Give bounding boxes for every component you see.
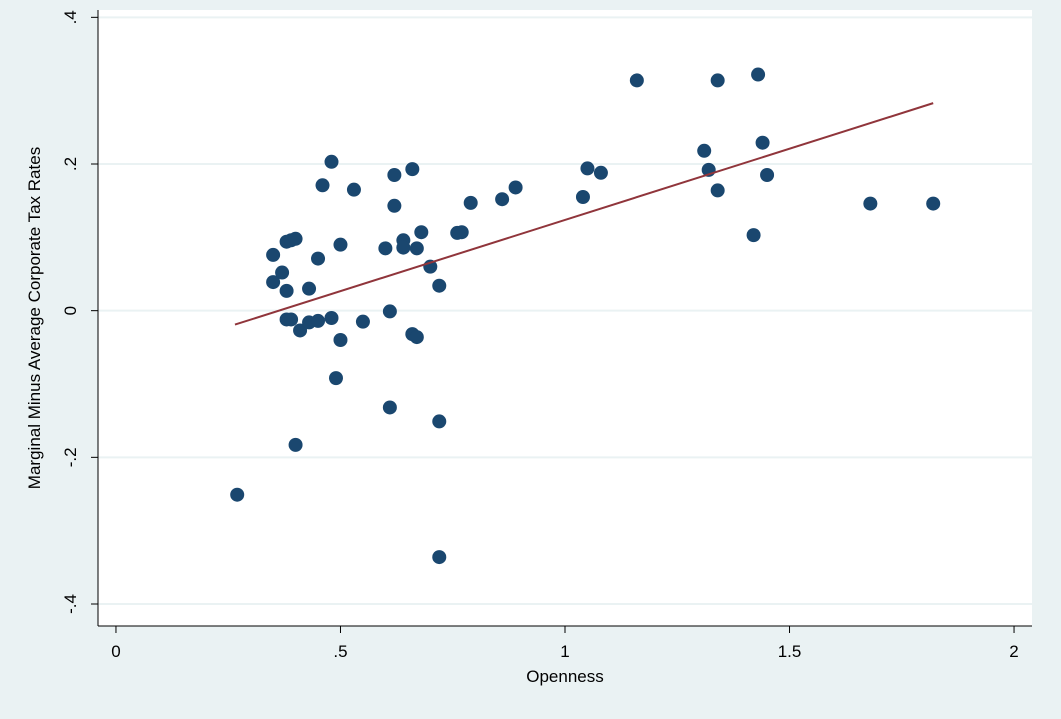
data-point [324, 154, 339, 169]
fit-line [234, 102, 934, 326]
data-point [414, 225, 429, 240]
data-point [746, 228, 761, 243]
data-point [495, 192, 510, 207]
data-point [284, 312, 299, 327]
x-tick-label: 1 [560, 642, 569, 661]
data-point [382, 400, 397, 415]
x-tick-label: 2 [1009, 642, 1018, 661]
data-point [863, 196, 878, 211]
data-point [275, 265, 290, 280]
x-tick-label: 1.5 [778, 642, 802, 661]
data-point [302, 281, 317, 296]
y-axis-title: Marginal Minus Average Corporate Tax Rat… [25, 147, 44, 489]
x-axis-title: Openness [526, 667, 604, 686]
data-point [266, 247, 281, 262]
data-point [593, 165, 608, 180]
gridlines [98, 16, 1032, 605]
data-point [315, 178, 330, 193]
fit-line-group [234, 102, 934, 326]
data-point [311, 251, 326, 266]
y-axis-ticks: -.4 -.2 0 .2 .4 [61, 10, 98, 614]
data-point [355, 314, 370, 329]
data-point [387, 168, 402, 182]
data-point [432, 278, 447, 293]
data-point [629, 73, 644, 88]
data-point [311, 313, 326, 328]
x-tick-label: .5 [333, 642, 347, 661]
y-tick-label: -.4 [61, 594, 80, 614]
data-point [324, 311, 339, 325]
data-point [378, 241, 393, 256]
data-point [710, 73, 725, 88]
plot-area [98, 10, 1032, 626]
data-point [279, 283, 294, 298]
data-point [409, 330, 424, 345]
data-point [409, 241, 424, 256]
data-point [346, 182, 361, 197]
data-point [751, 67, 766, 82]
data-point [382, 304, 397, 319]
data-point [288, 437, 303, 452]
data-point [328, 371, 343, 386]
scatter-points [230, 67, 941, 565]
data-point [288, 231, 303, 246]
data-point [432, 550, 447, 565]
data-point [333, 237, 348, 252]
y-tick-label: .4 [61, 10, 80, 24]
data-point [760, 168, 775, 182]
data-point [580, 161, 595, 176]
y-tick-label: -.2 [61, 447, 80, 467]
data-point [266, 275, 281, 290]
y-tick-label: 0 [61, 306, 80, 315]
data-point [454, 225, 469, 240]
x-tick-label: 0 [111, 642, 120, 661]
data-point [293, 323, 308, 338]
data-point [755, 135, 770, 150]
data-point [710, 183, 725, 198]
y-tick-label: .2 [61, 157, 80, 171]
x-axis-ticks: 0 .5 1 1.5 2 [111, 626, 1019, 661]
data-point [396, 240, 411, 255]
data-point [926, 196, 941, 211]
data-point [387, 198, 402, 213]
data-point [463, 195, 478, 210]
data-point [508, 180, 523, 195]
data-point [333, 333, 348, 347]
data-point [405, 162, 420, 177]
data-point [230, 487, 245, 502]
data-point [575, 190, 590, 204]
data-point [432, 414, 447, 429]
data-point [697, 143, 712, 158]
